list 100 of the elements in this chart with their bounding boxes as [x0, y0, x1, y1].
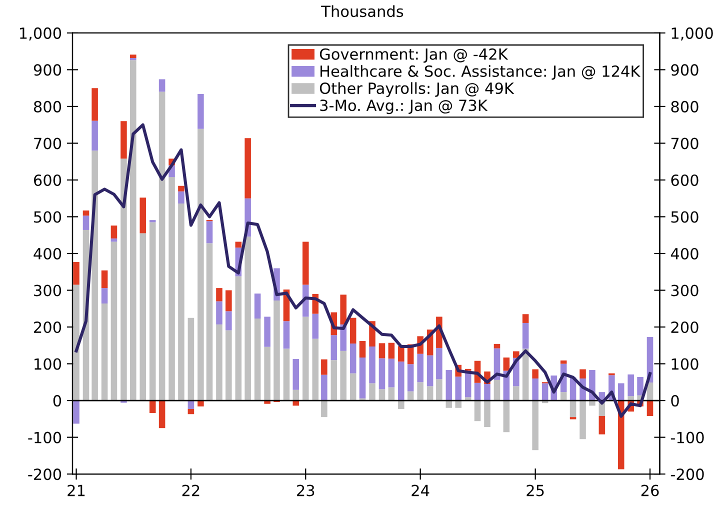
- bar: [522, 322, 529, 349]
- bar: [92, 150, 98, 401]
- bar: [302, 242, 309, 285]
- y-tick-label: 1,000: [20, 27, 62, 41]
- bar: [340, 294, 346, 324]
- bar: [178, 191, 184, 204]
- bar: [82, 210, 90, 216]
- y-tick-label: 900: [34, 64, 62, 76]
- bar: [330, 360, 338, 401]
- legend-label: 3-Mo. Avg.: Jan @ 73K: [320, 100, 488, 114]
- bar: [589, 400, 596, 406]
- bar: [446, 400, 452, 408]
- bar: [130, 54, 136, 58]
- y-tick-label: -100: [28, 432, 62, 444]
- y2-tick-label: 0: [671, 394, 679, 407]
- bar: [388, 358, 395, 388]
- y-tick-label: 100: [34, 358, 62, 370]
- bar: [101, 270, 108, 288]
- y2-tick-label: 900: [671, 64, 698, 76]
- bar: [188, 408, 194, 414]
- bar: [388, 387, 395, 401]
- x-tick-label: 24: [412, 484, 430, 496]
- bar: [73, 262, 80, 285]
- y2-tick-label: 600: [671, 174, 698, 186]
- bar: [283, 321, 290, 349]
- bar: [188, 400, 194, 409]
- bar: [560, 392, 567, 401]
- bar: [484, 384, 490, 401]
- bar: [130, 58, 136, 60]
- bar: [455, 376, 462, 401]
- bar: [130, 60, 136, 401]
- bar: [216, 301, 222, 324]
- y-tick-label: 200: [34, 321, 62, 334]
- bar: [369, 346, 376, 384]
- bar: [398, 400, 404, 409]
- bar: [178, 186, 184, 192]
- bar: [350, 318, 356, 344]
- bar: [474, 382, 481, 401]
- y-tick-label: 0: [53, 394, 62, 407]
- y2-tick-label: 500: [671, 211, 698, 223]
- bar: [73, 400, 80, 424]
- bar: [178, 204, 184, 401]
- bar: [628, 374, 634, 396]
- bar: [484, 400, 490, 427]
- bar: [398, 362, 404, 401]
- bar: [264, 316, 270, 347]
- bar: [494, 344, 500, 348]
- bar: [188, 318, 194, 401]
- bar: [264, 346, 270, 401]
- bar: [168, 177, 175, 401]
- bar: [494, 380, 500, 401]
- bar: [618, 383, 624, 401]
- bar: [226, 290, 232, 312]
- bar: [532, 378, 538, 401]
- bar: [359, 358, 366, 398]
- bar: [198, 128, 204, 401]
- bar: [321, 400, 328, 418]
- bar: [637, 377, 644, 396]
- bar: [503, 358, 510, 371]
- bar: [206, 221, 213, 244]
- bar: [110, 242, 118, 401]
- bar: [532, 400, 538, 450]
- bar: [417, 382, 424, 401]
- bar: [244, 138, 251, 198]
- y2-tick-label: -100: [670, 432, 704, 444]
- bar: [101, 303, 108, 401]
- bar: [436, 379, 442, 401]
- bar: [340, 350, 346, 401]
- bar: [235, 276, 242, 401]
- bar: [216, 324, 222, 401]
- bar: [312, 314, 319, 339]
- bar: [446, 370, 452, 401]
- y-tick-label: 500: [34, 211, 62, 223]
- y2-tick-label: 200: [671, 321, 698, 334]
- bar: [312, 338, 319, 401]
- bar: [369, 383, 376, 401]
- bar: [378, 343, 386, 358]
- bar: [120, 158, 127, 401]
- bar: [120, 121, 127, 159]
- bar: [140, 233, 146, 401]
- bar: [350, 373, 356, 401]
- bar: [158, 92, 166, 401]
- bar: [455, 400, 462, 408]
- bar: [283, 348, 290, 401]
- bar: [436, 348, 442, 380]
- bar: [149, 400, 156, 414]
- bar: [417, 354, 424, 382]
- bar: [646, 400, 654, 416]
- bar: [378, 389, 386, 401]
- x-tick-label: 25: [526, 484, 544, 496]
- bar: [580, 400, 586, 440]
- bar: [158, 79, 166, 92]
- bar: [244, 236, 251, 401]
- bar: [140, 198, 146, 234]
- x-tick-label: 22: [182, 484, 200, 496]
- y-tick-label: 300: [34, 284, 62, 296]
- chart-subtitle: Thousands: [321, 5, 404, 18]
- legend-label: Other Payrolls: Jan @ 49K: [320, 82, 514, 97]
- y2-tick-label: 400: [670, 248, 698, 260]
- bar: [302, 316, 309, 401]
